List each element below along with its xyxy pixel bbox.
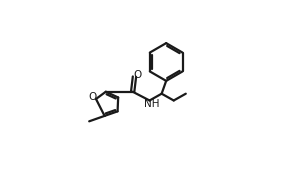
Text: O: O [89, 93, 97, 103]
Text: O: O [133, 70, 142, 80]
Text: NH: NH [144, 99, 159, 109]
